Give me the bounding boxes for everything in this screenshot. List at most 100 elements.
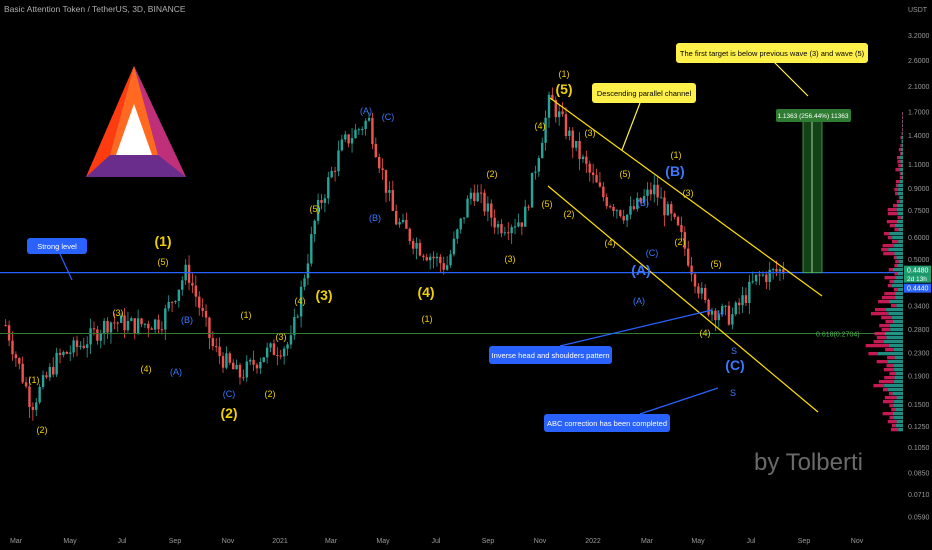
candle-body [69,352,72,354]
volume-bar-up [900,152,903,156]
channel-callout-box [592,83,696,103]
volume-bar-down [876,336,887,340]
candle-body [425,257,428,261]
volume-bar-up [901,136,903,140]
volume-bar-down [901,140,902,144]
watermark: by Tolberti [754,449,863,476]
candle-body [656,184,659,198]
candle-body [45,375,48,378]
wave-label: (1) [422,314,433,324]
volume-bar-down [895,192,898,196]
candle-body [449,254,452,266]
candle-body [282,348,286,357]
wave-label: (5) [310,204,321,214]
candle-body [541,142,544,159]
volume-bar-down [891,424,896,428]
wave-label: (1) [241,310,252,320]
candle-body [55,352,58,375]
candle-body [588,163,591,173]
volume-bar-up [889,324,903,328]
candle-body [595,175,598,183]
volume-bar-up [898,240,903,244]
wave-label: (3) [585,128,596,138]
candle-body [133,318,136,334]
candle-body [147,323,150,329]
channel-callout-pointer [621,102,641,151]
candle-body [537,158,541,172]
volume-bar-down [883,232,890,236]
volume-bar-down [884,292,896,296]
volume-bar-down [874,308,887,312]
wave-label: (5) [620,169,631,179]
wave-label: (4) [295,296,306,306]
volume-bar-up [886,336,903,340]
volume-bar-down [878,380,894,384]
price-tick-label: 0.9000 [908,186,930,193]
wave-label: S [730,388,736,398]
candle-body [394,210,398,225]
drawing-overlays: 0.618(0.2704) 1.1363 (256.44%) 11363 Stron… [0,43,903,432]
volume-bar-up [897,192,903,196]
volume-bar-up [895,424,903,428]
volume-bar-up [900,148,903,152]
candle-body [157,319,160,330]
volume-bar-up [898,228,903,232]
candle-body [164,308,167,330]
candle-body [717,314,720,321]
volume-bar-down [878,300,890,304]
volume-bar-down [895,180,900,184]
wave-label: (5) [542,199,553,209]
time-tick-label: May [63,538,77,545]
volume-bar-down [865,344,889,348]
volume-bar-down [895,168,900,172]
volume-bar-down [889,280,894,284]
price-tick-label: 0.5000 [908,257,930,264]
candle-body [167,302,170,309]
candle-body [357,129,361,131]
candle-body [113,322,116,324]
volume-bar-up [900,160,903,164]
volume-bar-up [894,368,903,372]
candle-body [344,134,347,140]
candle-body [109,322,113,333]
volume-bar-down [902,120,903,124]
fib-label: 0.618(0.2704) [816,332,860,339]
candle-body [174,300,177,303]
price-tick-label: 1.7000 [908,109,930,116]
volume-bar-up [889,232,903,236]
volume-bar-up [898,184,903,188]
candle-body [649,189,653,195]
candle-body [507,232,510,234]
candle-body [469,192,473,199]
candle-body [7,325,11,341]
candle-body [269,343,272,348]
time-tick-label: 2021 [272,538,288,545]
candle-body [153,319,157,330]
candle-body [629,206,632,215]
volume-bar-up [899,168,903,172]
candle-body [687,248,690,266]
volume-bar-down [883,252,895,256]
candle-body [524,206,527,227]
target-callout-box [676,43,868,63]
channel-callout-label: Descending parallel channel [597,89,692,98]
candle-body [92,328,96,330]
volume-bar-up [892,268,903,272]
volume-bar-down [888,268,893,272]
volume-bar-up [893,280,903,284]
volume-bar-down [885,348,894,352]
candle-body [432,256,435,259]
volume-bar-down [876,360,888,364]
candle-body [123,315,126,331]
volume-bar-up [896,420,903,424]
volume-bar-up [890,328,903,332]
volume-bar-down [894,264,898,268]
wave-label: S [731,346,737,356]
candle-body [248,359,252,362]
candle-body [697,286,700,294]
volume-bar-down [887,208,897,212]
wave-label: (C) [382,112,395,122]
candle-body [286,344,289,349]
time-tick-label: Sep [798,538,811,545]
candle-body [221,356,225,368]
